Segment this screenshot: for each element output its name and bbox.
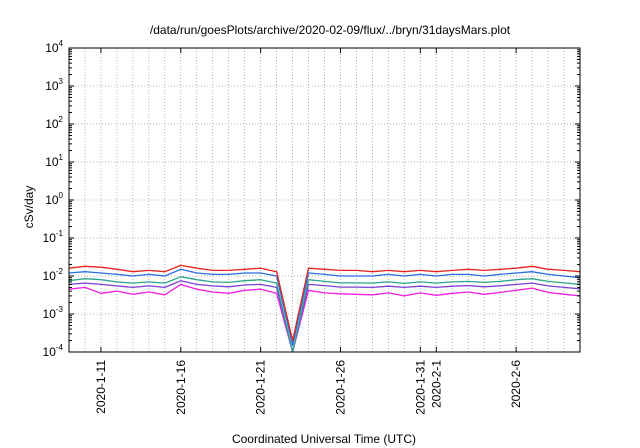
series-lines xyxy=(69,264,580,352)
x-tick-label: 2020-1-21 xyxy=(254,360,268,415)
y-tick-label: 10-3 xyxy=(43,305,64,321)
y-tick-label: 10-1 xyxy=(43,229,64,245)
x-tick-label: 2020-2-6 xyxy=(509,360,523,408)
x-tick-label: 2020-1-26 xyxy=(333,360,347,415)
series-line xyxy=(69,264,580,342)
series-line xyxy=(69,276,580,352)
grid xyxy=(69,48,580,352)
x-ticks: 2020-1-11 2020-1-16 2020-1-21 2020-1-26 2020… xyxy=(94,48,523,415)
y-tick-label: 10-4 xyxy=(43,343,64,359)
y-tick-label: 10-2 xyxy=(43,267,64,283)
series-line xyxy=(69,268,580,346)
x-tick-label: 2020-1-31 xyxy=(413,360,427,415)
chart-title: /data/run/goesPlots/archive/2020-02-09/f… xyxy=(150,23,511,37)
y-tick-label: 100 xyxy=(45,191,63,207)
y-tick-label: 104 xyxy=(45,39,63,55)
series-line xyxy=(69,283,580,352)
x-axis-label: Coordinated Universal Time (UTC) xyxy=(232,432,416,446)
y-ticks: 10-4 10-3 10-2 10-1 100 101 102 103 104 xyxy=(43,39,580,359)
y-tick-label: 101 xyxy=(45,153,63,169)
x-tick-label: 2020-2-1 xyxy=(429,360,443,408)
y-tick-label: 102 xyxy=(45,115,63,131)
y-tick-label: 103 xyxy=(45,77,63,93)
series-line xyxy=(69,280,580,352)
x-tick-label: 2020-1-11 xyxy=(94,360,108,414)
x-tick-label: 2020-1-16 xyxy=(174,360,188,415)
y-axis-label: cSv/day xyxy=(22,186,36,229)
